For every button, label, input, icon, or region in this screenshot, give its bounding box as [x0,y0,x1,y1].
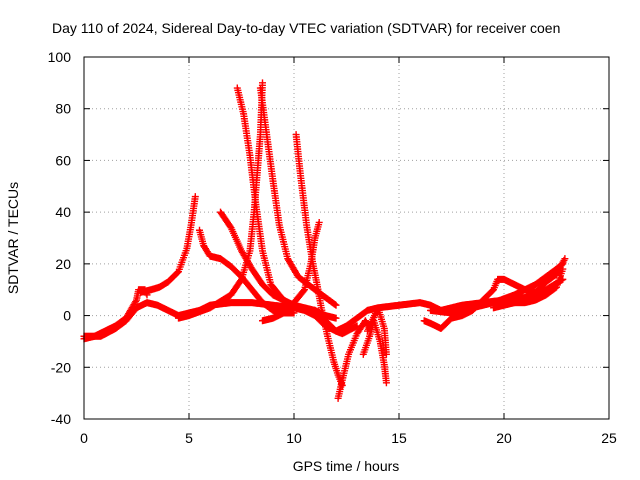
series-arc-15 [427,260,567,317]
x-tick-label: 10 [286,430,302,446]
series-arc-8 [256,84,340,309]
series-arc-13 [364,304,390,358]
y-tick-label: 60 [55,152,71,168]
x-tick-label: 15 [391,430,407,446]
data-point [191,193,199,201]
y-tick-label: 0 [63,308,71,324]
x-tick-label: 25 [601,430,617,446]
series-arc-3 [137,193,199,296]
y-tick-label: 80 [55,101,71,117]
series-arc-7 [233,84,361,338]
y-tick-label: 40 [55,204,71,220]
data-point [332,301,340,309]
data-point [259,79,266,87]
series-arc-4 [196,226,298,317]
tick-labels: 0 5 10 15 20 25 -40 -20 0 20 40 60 80 100 [48,49,617,446]
series-arc-10 [292,131,346,389]
data-point [382,379,390,387]
series-arc-12 [359,317,390,387]
series-arc-11 [334,317,374,402]
data-point [332,314,340,322]
x-tick-label: 0 [80,430,88,446]
data-points [80,79,569,402]
series-arc-2 [80,286,151,343]
data-point [300,287,308,295]
series-arc-17 [511,255,569,307]
series-arc-9 [259,218,323,325]
data-point [382,350,390,358]
data-point [132,298,140,306]
data-point [561,255,569,263]
data-point [315,218,323,226]
plot-frame [83,56,610,420]
x-tick-label: 5 [185,430,193,446]
y-tick-label: 100 [48,49,72,65]
x-tick-label: 20 [496,430,512,446]
data-point [559,275,567,283]
chart-title: Day 110 of 2024, Sidereal Day-to-day VTE… [52,20,560,36]
y-tick-label: 20 [55,256,71,272]
y-tick-label: -40 [51,411,71,427]
y-tick-label: -20 [51,359,71,375]
data-point [237,277,245,285]
y-axis-label: SDTVAR / TECUs [5,182,21,294]
x-axis-label: GPS time / hours [293,458,400,474]
